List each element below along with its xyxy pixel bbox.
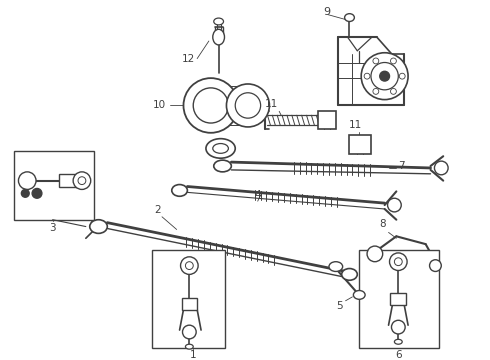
Ellipse shape (206, 139, 235, 158)
Circle shape (182, 325, 196, 339)
Circle shape (388, 198, 401, 212)
Ellipse shape (353, 291, 365, 299)
Circle shape (183, 78, 238, 133)
Ellipse shape (213, 29, 224, 45)
Text: 11: 11 (265, 99, 278, 109)
Ellipse shape (344, 14, 354, 22)
Text: 3: 3 (49, 222, 56, 233)
Circle shape (373, 89, 379, 94)
Circle shape (367, 246, 383, 262)
Circle shape (394, 258, 402, 266)
Text: 11: 11 (349, 120, 362, 130)
Circle shape (391, 58, 396, 64)
Bar (14, 151, 94, 220)
Text: 5: 5 (337, 301, 343, 311)
Ellipse shape (90, 220, 107, 233)
Bar (209, 86, 250, 125)
Ellipse shape (213, 144, 228, 153)
Circle shape (435, 161, 448, 175)
Circle shape (32, 189, 42, 198)
Circle shape (235, 93, 261, 118)
Circle shape (19, 172, 36, 189)
Circle shape (193, 88, 228, 123)
Bar (391, 293, 406, 305)
Text: 4: 4 (254, 190, 261, 200)
Circle shape (391, 89, 396, 94)
Circle shape (430, 260, 441, 271)
Circle shape (73, 172, 91, 189)
Bar (318, 111, 336, 129)
Bar (152, 250, 225, 348)
Ellipse shape (172, 185, 187, 196)
Circle shape (180, 257, 198, 274)
Bar (359, 250, 440, 348)
Circle shape (399, 73, 405, 79)
Circle shape (371, 63, 398, 90)
Circle shape (364, 73, 370, 79)
Text: 2: 2 (154, 205, 160, 215)
Text: 9: 9 (323, 7, 330, 17)
Circle shape (361, 53, 408, 100)
Ellipse shape (394, 339, 402, 344)
Bar (181, 298, 197, 310)
Text: 10: 10 (153, 100, 166, 111)
Text: 8: 8 (379, 219, 386, 229)
Circle shape (185, 262, 193, 270)
Ellipse shape (329, 262, 343, 271)
Ellipse shape (214, 18, 223, 25)
Circle shape (392, 320, 405, 334)
Circle shape (390, 253, 407, 270)
Circle shape (380, 71, 390, 81)
Circle shape (22, 189, 29, 197)
Ellipse shape (342, 269, 357, 280)
Bar (349, 135, 371, 154)
Circle shape (373, 58, 379, 64)
Text: 1: 1 (190, 350, 196, 360)
Text: 7: 7 (398, 161, 405, 171)
Text: 6: 6 (395, 350, 402, 360)
Circle shape (226, 84, 270, 127)
Ellipse shape (214, 160, 231, 172)
Text: 12: 12 (182, 54, 195, 64)
Ellipse shape (185, 344, 193, 349)
Bar (59, 174, 79, 188)
Circle shape (78, 177, 86, 185)
